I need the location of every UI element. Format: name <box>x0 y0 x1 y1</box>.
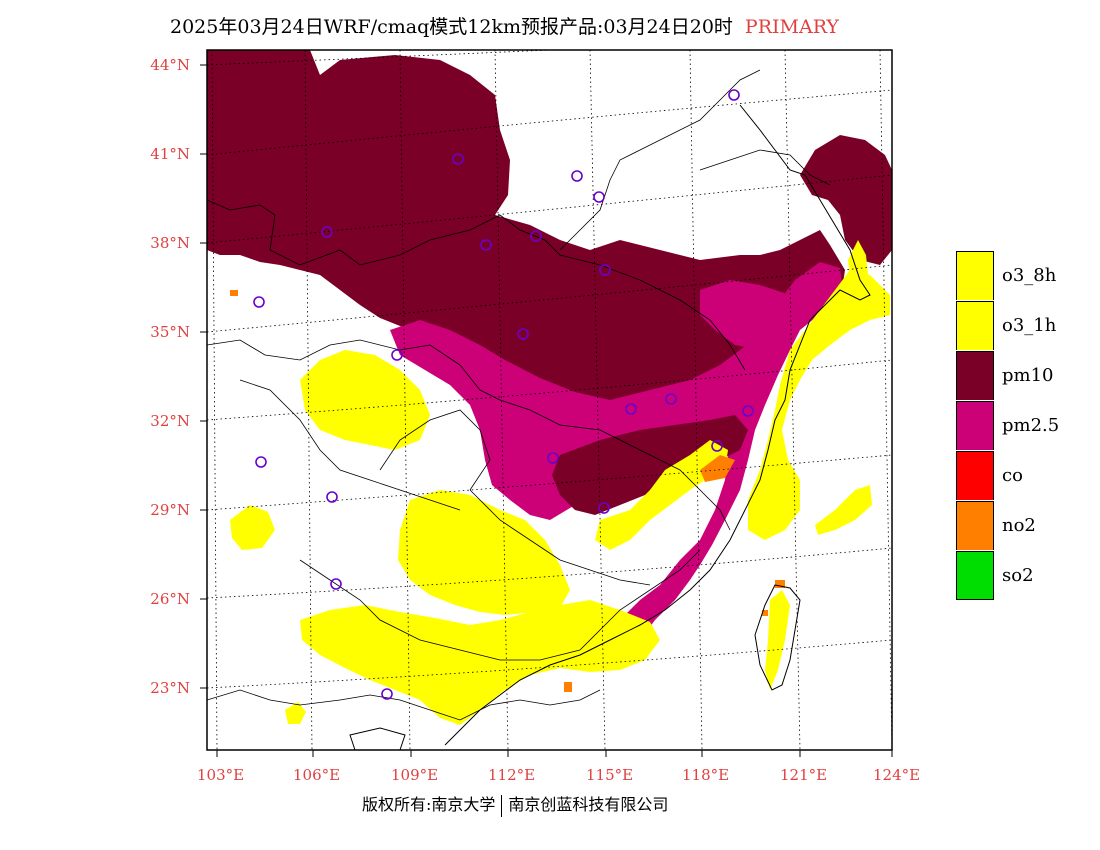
lat-label: 41°N <box>150 145 190 163</box>
city-marker <box>728 89 740 101</box>
no2-patch-3 <box>564 682 572 692</box>
city-marker <box>593 191 605 203</box>
no2-patch-4 <box>230 290 238 296</box>
legend-item-co: co <box>956 450 1059 500</box>
copyright-footer: 版权所有:南京大学 南京创蓝科技有限公司 <box>362 791 668 817</box>
legend: o3_8h o3_1h pm10 pm2.5 co no2 so2 <box>956 250 1059 600</box>
city-marker <box>625 403 637 415</box>
city-marker <box>330 578 342 590</box>
no2-patch-5 <box>762 610 768 616</box>
title-text: 2025年03月24日WRF/cmaq模式12km预报产品:03月24日20时 <box>170 16 733 38</box>
legend-swatch <box>956 550 994 600</box>
pm25-patch-east <box>700 280 800 350</box>
copyright-right: 南京创蓝科技有限公司 <box>508 795 669 814</box>
legend-item-pm10: pm10 <box>956 350 1059 400</box>
lon-label: 112°E <box>488 766 536 784</box>
legend-swatch <box>956 250 994 300</box>
legend-label: pm2.5 <box>1002 414 1060 436</box>
lon-label: 103°E <box>197 766 245 784</box>
legend-swatch <box>956 300 994 350</box>
city-markers <box>181 89 754 700</box>
hainan-outline <box>349 727 406 750</box>
city-marker <box>530 230 542 242</box>
city-marker <box>452 153 464 165</box>
lat-label: 38°N <box>150 234 190 252</box>
legend-swatch <box>956 350 994 400</box>
city-marker <box>480 239 492 251</box>
city-marker <box>742 405 754 417</box>
legend-item-o3-8h: o3_8h <box>956 250 1059 300</box>
legend-item-pm25: pm2.5 <box>956 400 1059 450</box>
legend-item-no2: no2 <box>956 500 1059 550</box>
o3-region-southwest <box>300 600 660 725</box>
lon-label: 115°E <box>586 766 634 784</box>
city-marker <box>253 296 265 308</box>
o3-region-hainan <box>285 702 306 724</box>
taiwan-outline <box>754 584 801 691</box>
primary-tag: PRIMARY <box>744 16 839 38</box>
map-frame <box>206 49 893 751</box>
city-marker <box>665 393 677 405</box>
lon-label: 106°E <box>293 766 341 784</box>
city-marker <box>711 440 723 452</box>
city-marker <box>391 349 403 361</box>
legend-item-o3-1h: o3_1h <box>956 300 1059 350</box>
legend-label: no2 <box>1002 514 1036 536</box>
o3-region-sea <box>815 485 872 535</box>
footer-separator <box>501 794 503 817</box>
legend-label: pm10 <box>1002 364 1054 386</box>
o3-region-southwest-far <box>230 505 275 550</box>
city-marker <box>381 688 393 700</box>
lon-label: 109°E <box>391 766 439 784</box>
city-marker <box>599 264 611 276</box>
city-marker <box>571 170 583 182</box>
pm10-patch-central <box>552 415 748 515</box>
pm10-region-northeast <box>800 135 892 265</box>
pm10-region-north <box>207 50 845 430</box>
coastline <box>444 104 871 746</box>
city-marker <box>326 491 338 503</box>
o3-region-east <box>595 440 728 550</box>
lat-label: 23°N <box>150 679 190 697</box>
map-content <box>181 50 892 750</box>
o3-region-north-small <box>848 240 868 285</box>
lat-label: 44°N <box>150 56 190 74</box>
o3-region-taiwan <box>765 590 790 690</box>
axis-ticks <box>200 64 893 757</box>
legend-label: co <box>1002 464 1023 486</box>
city-marker <box>598 502 610 514</box>
legend-label: so2 <box>1002 564 1034 586</box>
legend-item-so2: so2 <box>956 550 1059 600</box>
lon-label: 118°E <box>682 766 730 784</box>
legend-swatch <box>956 450 994 500</box>
no2-patch-2 <box>775 580 785 588</box>
city-marker <box>517 328 529 340</box>
legend-label: o3_8h <box>1002 264 1057 286</box>
legend-label: o3_1h <box>1002 314 1057 336</box>
city-marker <box>255 456 267 468</box>
lat-label: 26°N <box>150 590 190 608</box>
city-marker <box>181 621 191 631</box>
o3-region-east-coast <box>748 270 890 540</box>
city-marker <box>321 226 333 238</box>
map-title: 2025年03月24日WRF/cmaq模式12km预报产品:03月24日20时 P… <box>170 12 839 39</box>
copyright-left: 版权所有:南京大学 <box>362 795 496 814</box>
no2-patch-1 <box>700 455 735 482</box>
lon-label: 124°E <box>873 766 921 784</box>
lat-label: 32°N <box>150 412 190 430</box>
city-marker <box>547 452 559 464</box>
legend-swatch <box>956 500 994 550</box>
lat-label: 35°N <box>150 323 190 341</box>
lon-label: 121°E <box>780 766 828 784</box>
legend-swatch <box>956 400 994 450</box>
lat-label: 29°N <box>150 501 190 519</box>
o3-region-north-central <box>300 350 430 450</box>
